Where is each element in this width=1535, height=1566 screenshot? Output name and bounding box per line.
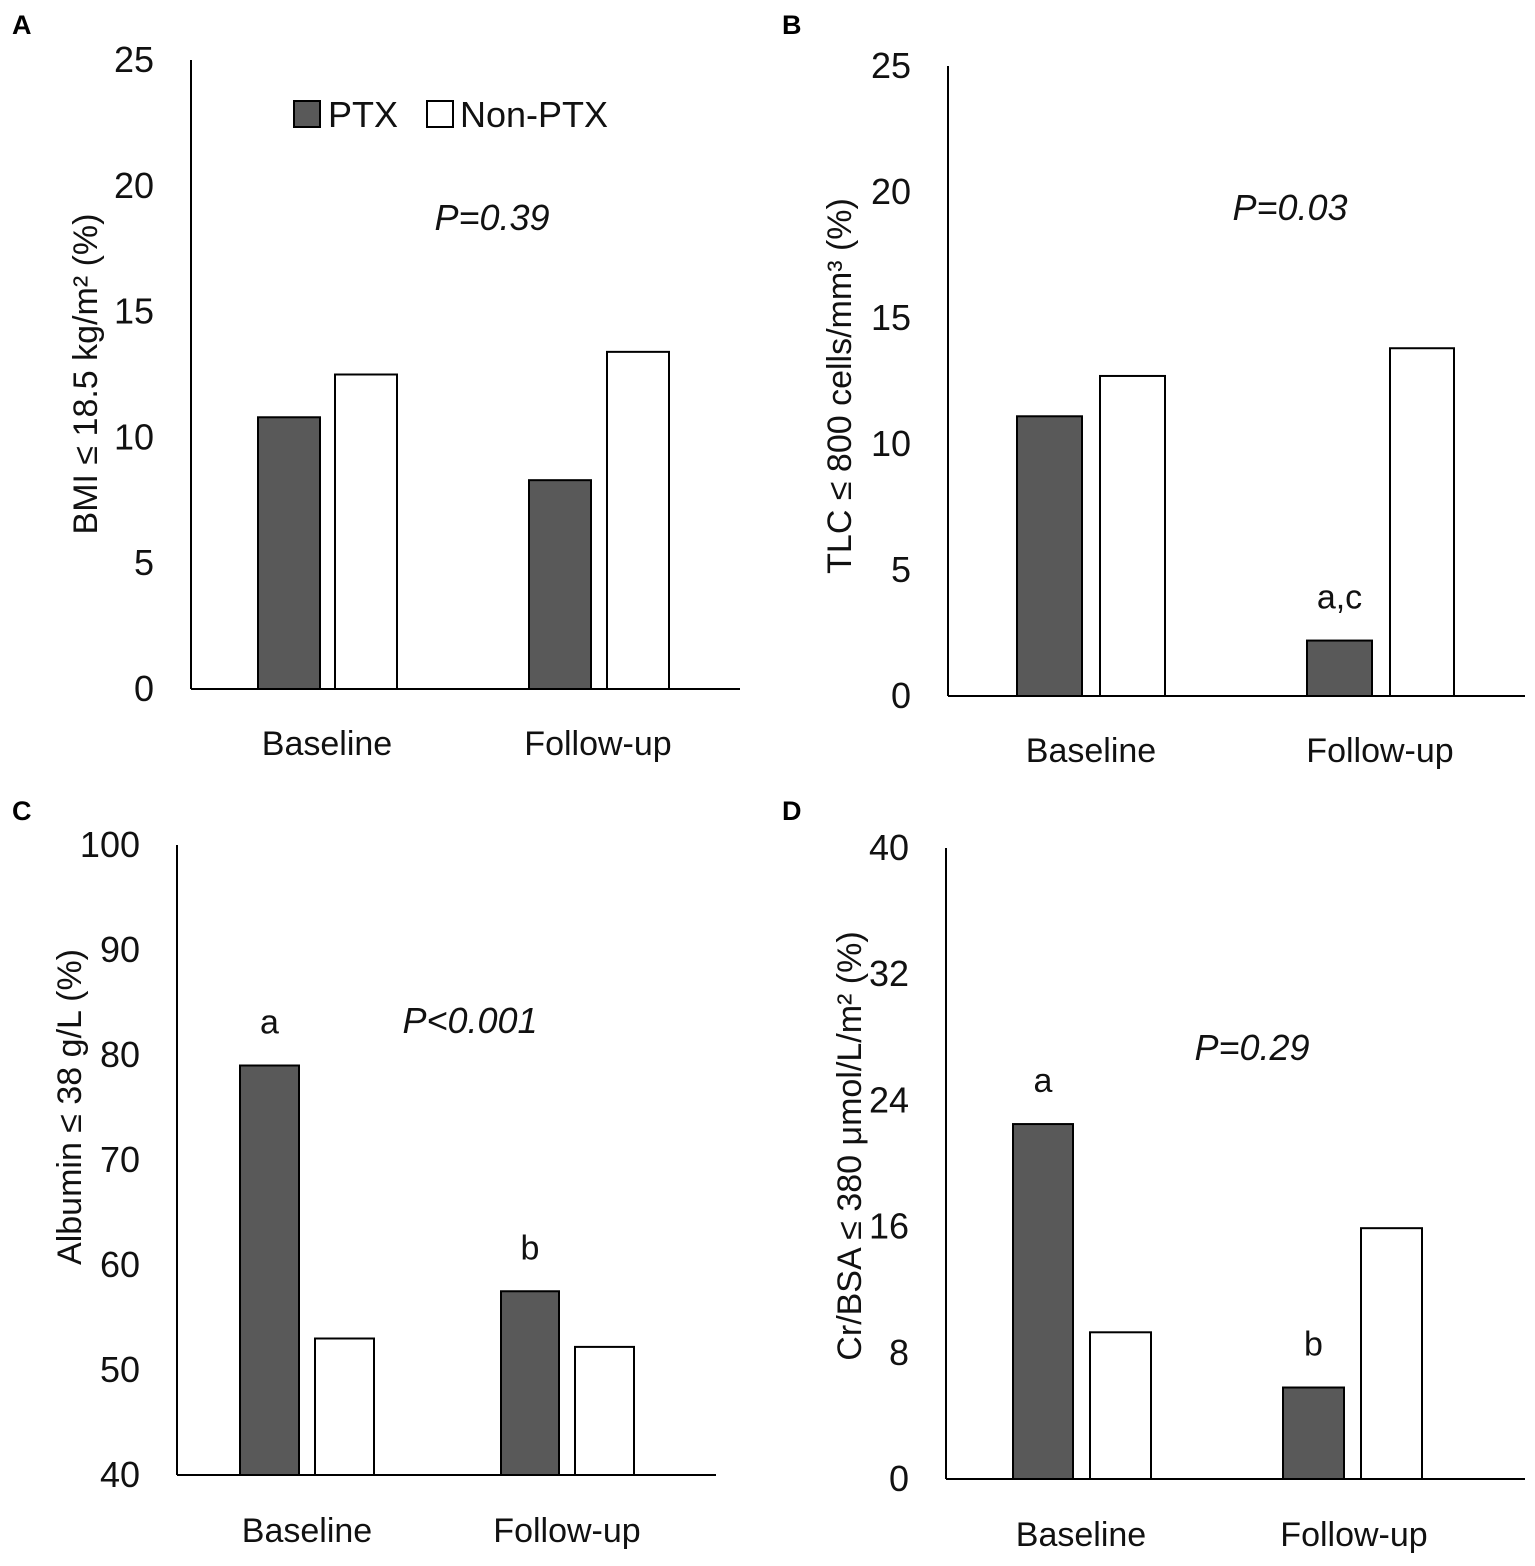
y-tick-label: 40 xyxy=(869,827,909,868)
bar-non-ptx-follow-up xyxy=(574,1345,635,1477)
bar-ptx-baseline xyxy=(1016,415,1083,697)
y-tick-label: 90 xyxy=(100,929,140,970)
legend-swatch-ptx xyxy=(293,100,321,128)
chart-panel-c: C Baseline Follow-up a b 40 50 60 70 80 90 100 Album… xyxy=(12,796,716,1550)
p-value: P=0.29 xyxy=(1194,1027,1309,1068)
y-tick-label: 8 xyxy=(889,1332,909,1373)
x-tick-label: Baseline xyxy=(262,725,392,763)
bar-ptx-baseline xyxy=(1012,1123,1074,1480)
panel-letter: A xyxy=(12,10,32,40)
bar-annotation: b xyxy=(521,1229,540,1267)
y-axis-title: Cr/BSA ≤ 380 μmol/L/m² (%) xyxy=(831,931,869,1360)
x-tick-label: Follow-up xyxy=(524,725,671,763)
bar-non-ptx-follow-up xyxy=(1360,1227,1423,1480)
y-tick-label: 20 xyxy=(114,165,154,206)
bar-annotation: a,c xyxy=(1317,579,1362,617)
p-value: P<0.001 xyxy=(402,1000,537,1041)
x-tick-label: Follow-up xyxy=(1280,1516,1427,1554)
y-tick-label: 25 xyxy=(114,39,154,80)
legend-label-non-ptx: Non-PTX xyxy=(460,94,608,135)
bar-ptx-follow-up xyxy=(528,479,592,690)
y-tick-label: 80 xyxy=(100,1034,140,1075)
bar-non-ptx-baseline xyxy=(1099,374,1166,697)
legend-label-ptx: PTX xyxy=(328,94,398,135)
bar-annotation: b xyxy=(1304,1326,1323,1364)
panel-letter: B xyxy=(782,10,802,40)
y-tick-label: 10 xyxy=(114,416,154,457)
y-tick-label: 24 xyxy=(869,1079,909,1120)
y-tick-label: 70 xyxy=(100,1139,140,1180)
bar-non-ptx-baseline xyxy=(1089,1331,1152,1480)
chart-panel-b: B Baseline Follow-up a,c 0 5 10 15 20 25 TLC ≤ 800… xyxy=(782,10,1525,770)
chart-panel-d: D Baseline Follow-up a b 0 8 16 24 32 40 Cr/BSA ≤ 3… xyxy=(782,796,1525,1554)
panel-letter: C xyxy=(12,796,32,826)
y-tick-label: 15 xyxy=(114,291,154,332)
y-tick-label: 0 xyxy=(889,1458,909,1499)
y-tick-label: 0 xyxy=(891,675,911,716)
y-tick-label: 60 xyxy=(100,1244,140,1285)
y-tick-label: 5 xyxy=(891,549,911,590)
y-tick-label: 15 xyxy=(871,297,911,338)
bar-ptx-follow-up xyxy=(500,1290,560,1476)
bar-non-ptx-follow-up xyxy=(1389,347,1455,697)
y-tick-label: 5 xyxy=(134,542,154,583)
bar-ptx-baseline xyxy=(239,1064,300,1476)
x-tick-label: Baseline xyxy=(1026,732,1156,770)
legend-swatch-non-ptx xyxy=(426,100,454,128)
bar-non-ptx-baseline xyxy=(334,373,398,690)
y-axis-title: Albumin ≤ 38 g/L (%) xyxy=(51,949,89,1265)
y-tick-label: 10 xyxy=(871,423,911,464)
x-tick-label: Baseline xyxy=(1016,1516,1146,1554)
y-axis-title: TLC ≤ 800 cells/mm³ (%) xyxy=(821,198,859,574)
bar-ptx-baseline xyxy=(257,416,321,690)
y-tick-label: 40 xyxy=(100,1454,140,1495)
bar-ptx-follow-up xyxy=(1306,639,1373,697)
bar-ptx-follow-up xyxy=(1282,1386,1345,1481)
y-tick-label: 0 xyxy=(134,668,154,709)
bar-annotation: a xyxy=(1034,1062,1053,1100)
y-tick-label: 32 xyxy=(869,953,909,994)
x-tick-label: Follow-up xyxy=(493,1512,640,1550)
p-value: P=0.39 xyxy=(434,197,549,238)
bar-annotation: a xyxy=(260,1004,279,1042)
y-tick-label: 100 xyxy=(80,824,140,865)
x-tick-label: Baseline xyxy=(242,1512,372,1550)
panel-letter: D xyxy=(782,796,802,826)
y-tick-label: 50 xyxy=(100,1349,140,1390)
y-axis-title: BMI ≤ 18.5 kg/m² (%) xyxy=(67,214,105,535)
y-tick-label: 16 xyxy=(869,1206,909,1247)
p-value: P=0.03 xyxy=(1232,187,1347,228)
legend: PTX Non-PTX xyxy=(293,94,608,135)
chart-panel-a: A Baseline Follow-up 0 5 10 15 20 25 BMI ≤ 18.5 k… xyxy=(12,10,740,763)
x-tick-label: Follow-up xyxy=(1306,732,1453,770)
y-tick-label: 25 xyxy=(871,45,911,86)
bar-non-ptx-follow-up xyxy=(606,350,670,690)
y-tick-label: 20 xyxy=(871,171,911,212)
bar-non-ptx-baseline xyxy=(314,1337,375,1476)
